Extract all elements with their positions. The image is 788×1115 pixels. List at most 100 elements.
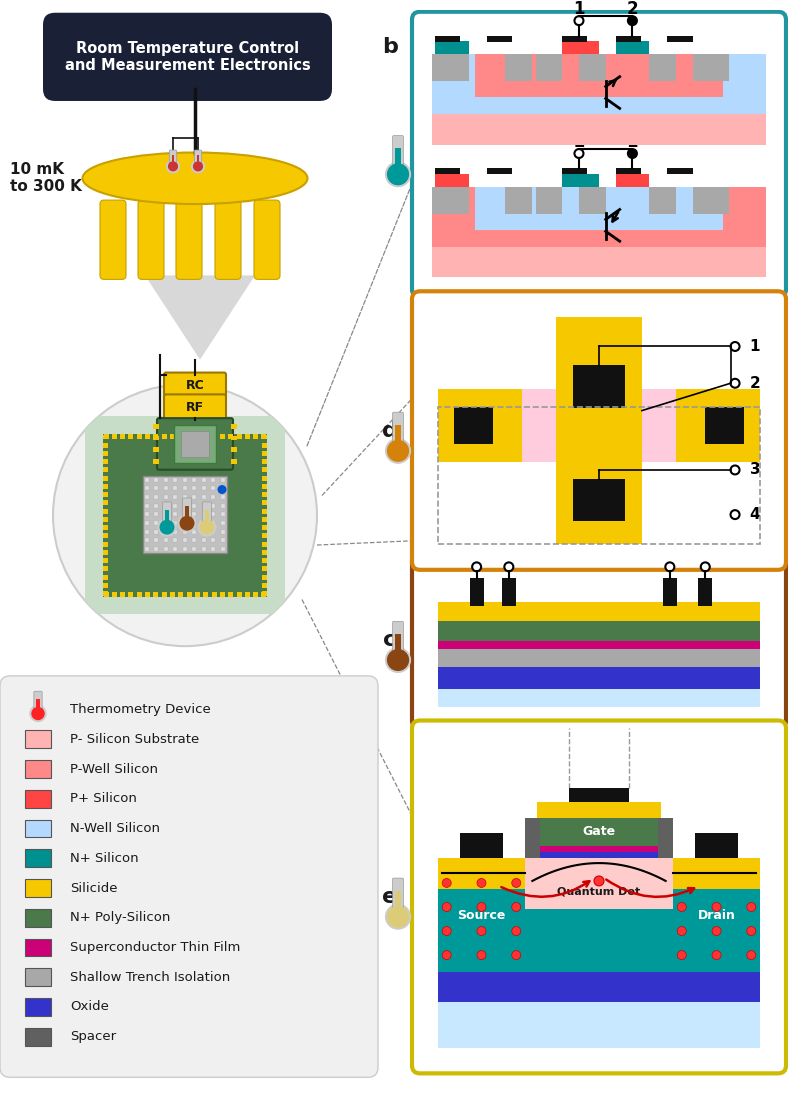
Bar xyxy=(183,495,187,498)
Circle shape xyxy=(442,902,452,911)
Bar xyxy=(705,407,744,444)
Bar xyxy=(154,592,158,597)
Text: P-Well Silicon: P-Well Silicon xyxy=(70,763,158,776)
Circle shape xyxy=(199,518,216,536)
Bar xyxy=(231,447,237,453)
Circle shape xyxy=(477,927,486,935)
Circle shape xyxy=(747,927,756,935)
Circle shape xyxy=(160,521,174,534)
Bar xyxy=(145,434,150,439)
FancyBboxPatch shape xyxy=(25,730,51,748)
Circle shape xyxy=(385,162,411,186)
Bar xyxy=(153,424,159,428)
Circle shape xyxy=(504,562,513,571)
Bar xyxy=(103,542,108,546)
Bar xyxy=(673,857,760,889)
Bar xyxy=(128,592,133,597)
Bar xyxy=(221,530,225,534)
Text: e: e xyxy=(382,886,398,906)
Bar xyxy=(85,416,285,614)
Circle shape xyxy=(180,516,194,530)
Circle shape xyxy=(477,951,486,960)
Text: 10 mK
to 300 K: 10 mK to 300 K xyxy=(10,162,82,194)
Bar xyxy=(103,467,108,473)
Text: 2: 2 xyxy=(749,376,760,390)
Circle shape xyxy=(712,951,721,960)
Circle shape xyxy=(730,511,740,520)
Bar xyxy=(537,852,661,857)
Circle shape xyxy=(747,902,756,911)
Bar xyxy=(174,425,216,463)
Bar xyxy=(262,434,266,439)
Bar xyxy=(103,434,267,597)
Bar xyxy=(212,434,217,439)
Text: N+ Silicon: N+ Silicon xyxy=(70,852,139,865)
Bar xyxy=(537,803,661,818)
Bar xyxy=(262,508,267,514)
Text: Shallow Trench Isolation: Shallow Trench Isolation xyxy=(70,971,230,983)
Circle shape xyxy=(701,562,710,571)
Bar xyxy=(103,492,108,497)
Bar xyxy=(145,592,150,597)
Bar xyxy=(438,1002,760,1048)
Circle shape xyxy=(477,879,486,888)
Bar xyxy=(649,55,676,81)
Bar xyxy=(221,495,225,498)
Circle shape xyxy=(388,650,408,670)
Bar xyxy=(202,512,206,516)
Bar xyxy=(172,155,174,162)
Bar xyxy=(221,486,225,491)
Bar xyxy=(563,36,587,41)
Bar xyxy=(173,504,177,507)
Circle shape xyxy=(730,379,740,388)
Bar xyxy=(615,174,649,187)
Bar xyxy=(536,55,563,81)
Circle shape xyxy=(388,906,408,927)
Bar xyxy=(432,101,766,145)
Bar xyxy=(438,649,760,667)
Bar xyxy=(262,517,267,522)
Text: Quantum Dot: Quantum Dot xyxy=(557,886,641,896)
Circle shape xyxy=(574,149,583,158)
Bar xyxy=(164,547,168,551)
Bar xyxy=(454,407,492,444)
Circle shape xyxy=(677,951,686,960)
Bar xyxy=(103,559,108,563)
Bar xyxy=(154,521,158,525)
Text: N+ Poly-Silicon: N+ Poly-Silicon xyxy=(70,911,170,924)
Bar xyxy=(573,478,625,522)
Bar xyxy=(667,168,693,174)
Bar xyxy=(262,450,267,456)
Text: c: c xyxy=(384,630,396,650)
Bar xyxy=(435,168,460,174)
Bar xyxy=(221,477,225,482)
Bar xyxy=(262,591,267,597)
Circle shape xyxy=(511,927,521,935)
FancyBboxPatch shape xyxy=(392,413,403,443)
Circle shape xyxy=(511,902,521,911)
Bar xyxy=(438,388,760,462)
Bar xyxy=(432,187,469,214)
Circle shape xyxy=(388,164,408,185)
Bar xyxy=(192,547,196,551)
Bar xyxy=(693,55,729,81)
Bar xyxy=(579,187,606,214)
Bar xyxy=(432,234,766,278)
Circle shape xyxy=(169,162,177,171)
Bar xyxy=(556,317,642,544)
Bar xyxy=(112,592,117,597)
Bar xyxy=(211,539,215,542)
Bar xyxy=(36,699,39,708)
Bar xyxy=(178,592,184,597)
Bar xyxy=(154,434,158,439)
Bar xyxy=(438,641,760,649)
Bar xyxy=(438,621,760,641)
Bar xyxy=(103,435,108,439)
FancyBboxPatch shape xyxy=(138,200,164,280)
Bar xyxy=(693,187,729,214)
Bar xyxy=(154,539,158,542)
Text: P- Silicon Substrate: P- Silicon Substrate xyxy=(70,733,199,746)
Circle shape xyxy=(712,927,721,935)
Bar xyxy=(253,434,258,439)
Bar xyxy=(262,574,267,580)
